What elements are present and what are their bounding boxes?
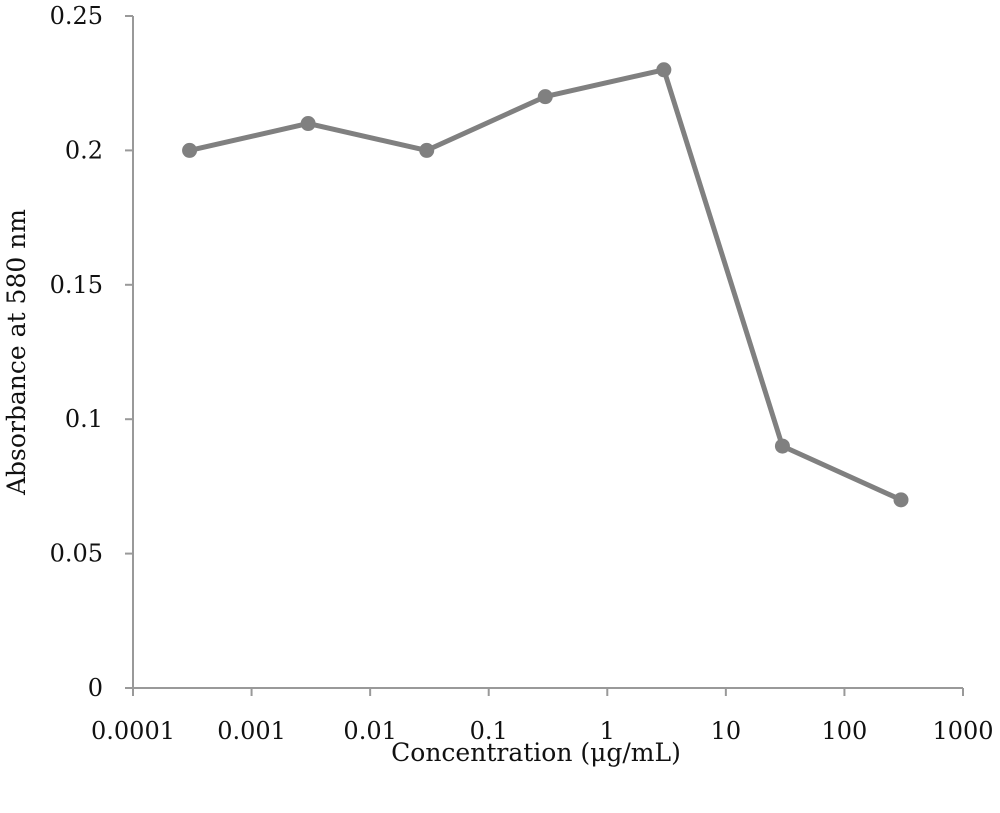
x-tick-label: 1000 [932,717,993,745]
y-axis-title: Absorbance at 580 nm [2,209,31,496]
data-point [774,438,790,454]
series-layer [182,62,909,508]
x-tick-label: 0.1 [470,717,508,745]
series-line [187,67,904,503]
y-tick-label: 0 [88,674,103,702]
data-point [656,62,672,78]
y-axis-ticks: 0 0.05 0.1 0.15 0.2 0.25 [50,2,133,702]
x-tick-label: 100 [822,717,868,745]
x-tick-label: 10 [711,717,742,745]
y-tick-label: 0.2 [65,136,103,164]
y-tick-label: 0.05 [50,540,103,568]
x-axis-title: Concentration (μg/mL) [391,738,681,767]
x-tick-label: 1 [600,717,615,745]
x-tick-label: 0.001 [217,717,286,745]
data-point [537,89,553,105]
data-point [893,492,909,508]
x-tick-label: 0.0001 [91,717,175,745]
y-tick-label: 0.1 [65,405,103,433]
plot-area: 0 0.05 0.1 0.15 0.2 0.25 0.0001 0.001 0.01 0.1 1 1… [50,2,994,745]
y-tick-label: 0.25 [50,2,103,30]
data-point [182,142,198,158]
x-axis-ticks: 0.0001 0.001 0.01 0.1 1 10 100 1000 [91,688,994,745]
x-tick-label: 0.01 [343,717,396,745]
y-tick-label: 0.15 [50,271,103,299]
data-point [419,142,435,158]
data-point [300,116,316,132]
